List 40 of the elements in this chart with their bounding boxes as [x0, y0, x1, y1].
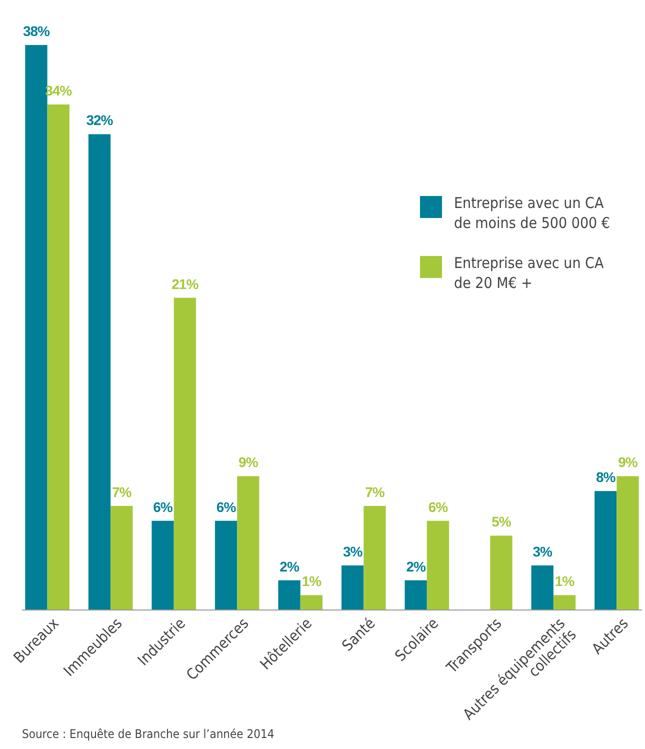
data-label: 3% — [532, 543, 554, 560]
bar — [214, 520, 238, 610]
data-label: 6% — [153, 498, 174, 515]
data-label: 5% — [492, 514, 512, 530]
data-label: 1% — [302, 573, 322, 590]
data-label: 2% — [406, 558, 426, 574]
data-label: 3% — [342, 543, 364, 560]
bar — [47, 104, 70, 610]
bar — [25, 45, 48, 610]
bar — [237, 476, 260, 610]
data-label: 8% — [596, 469, 616, 486]
data-label: 2% — [280, 558, 300, 574]
bar — [300, 595, 323, 610]
data-label: 38% — [22, 23, 51, 39]
source-note: Source : Enquête de Branche sur l’année 2014 — [22, 727, 274, 741]
bar — [426, 520, 450, 610]
data-label: 9% — [618, 454, 638, 470]
data-label: 6% — [216, 498, 237, 515]
bar — [594, 491, 617, 610]
data-label: 21% — [172, 276, 200, 292]
data-label: 32% — [86, 112, 114, 128]
legend-label: Entreprise avec un CA de 20 M€ + — [454, 254, 604, 292]
bar — [278, 580, 300, 610]
data-label: 7% — [365, 484, 386, 500]
bar — [531, 565, 554, 610]
data-label: 7% — [112, 484, 132, 500]
bar — [404, 580, 427, 610]
bar — [364, 506, 386, 610]
bar — [174, 298, 196, 610]
bar — [110, 506, 133, 610]
bar — [616, 476, 639, 610]
data-label: 6% — [428, 498, 449, 515]
bar — [341, 565, 364, 610]
data-label: 9% — [238, 454, 259, 470]
bar — [88, 134, 111, 610]
bar — [553, 595, 576, 610]
bar — [490, 536, 512, 610]
data-label: 1% — [554, 573, 576, 590]
legend-label: Entreprise avec un CA de moins de 500 000 € — [454, 194, 610, 232]
bar — [152, 520, 174, 610]
